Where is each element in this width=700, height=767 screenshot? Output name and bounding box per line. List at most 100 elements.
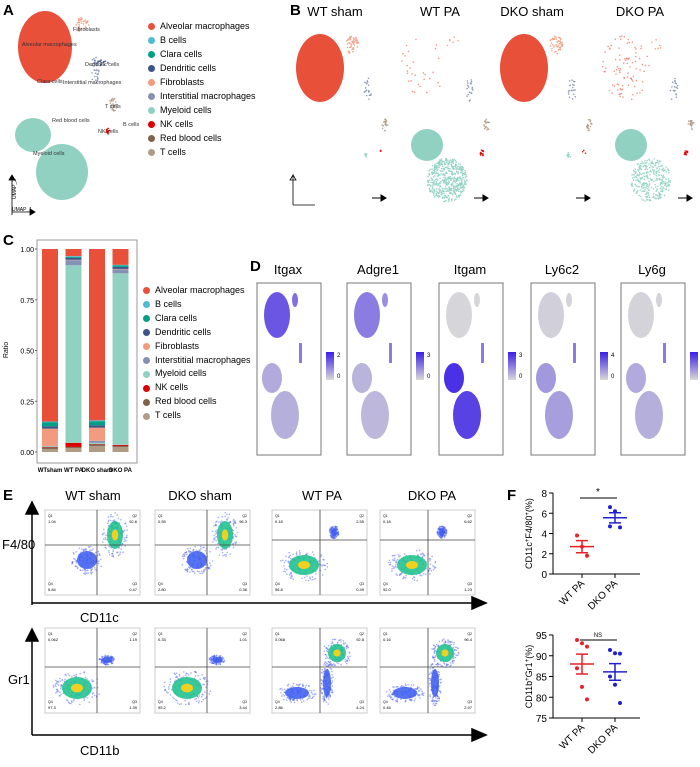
cell-point (346, 42, 349, 45)
alveolar-cluster (538, 292, 564, 338)
cell-point (450, 184, 453, 187)
cell-point (112, 660, 115, 662)
cell-point (636, 173, 639, 176)
cell-point (419, 85, 421, 88)
cell-point (413, 579, 416, 582)
cell-point (450, 179, 452, 181)
cell-point (295, 552, 298, 555)
cell-point (635, 185, 638, 187)
cell-point (114, 104, 117, 106)
cell-point (328, 698, 330, 700)
flow-column-title: WT sham (65, 488, 121, 503)
cell-point (434, 47, 437, 50)
cell-point (196, 700, 198, 702)
cell-point (55, 685, 57, 688)
quadrant-name: Q1 (158, 632, 163, 636)
cell-point (232, 525, 235, 527)
cell-point (430, 700, 433, 702)
cell-point (646, 168, 649, 171)
cell-population (393, 687, 417, 699)
legend-a: Alveolar macrophages B cells Clara cells De… (148, 19, 256, 159)
cell-point (173, 672, 176, 675)
cell-point (455, 170, 458, 173)
cell-point (572, 83, 574, 86)
cell-point (437, 172, 439, 175)
cell-point (453, 192, 455, 194)
cell-point (282, 693, 284, 696)
cell-point (431, 181, 434, 184)
cell-point (633, 85, 636, 88)
cell-point (447, 663, 450, 666)
cell-point (98, 552, 100, 555)
legend-label: Myeloid cells (155, 368, 207, 379)
cell-point (643, 175, 646, 178)
cell-point (429, 695, 432, 698)
cell-point (443, 179, 446, 181)
cell-point (428, 682, 431, 685)
cell-point (406, 64, 409, 67)
cell-point (355, 38, 357, 40)
cell-point (109, 519, 112, 522)
cell-point (432, 656, 435, 659)
cell-point (363, 91, 366, 93)
cell-point (323, 699, 326, 701)
cell-point (657, 195, 659, 197)
y-label-part: + (525, 677, 531, 681)
cell-point (447, 640, 450, 643)
cell-point (452, 41, 454, 43)
cell-point (204, 676, 207, 679)
cell-point (301, 698, 304, 700)
cell-point (181, 555, 184, 558)
cell-point (215, 663, 218, 666)
myeloid-cluster (15, 118, 51, 152)
population-core (111, 529, 119, 541)
cell-point (400, 572, 402, 575)
cell-point (396, 558, 399, 561)
cell-point (649, 173, 651, 176)
bar-segment (89, 249, 105, 421)
cell-point (97, 73, 100, 75)
gene-title: Itgam (453, 262, 487, 277)
cell-point (439, 85, 441, 88)
cell-point (120, 545, 123, 547)
quadrant-name: Q3 (242, 582, 247, 586)
bar-segment (65, 265, 82, 443)
significance-label: * (596, 487, 600, 498)
cell-point (640, 45, 643, 47)
cell-point (307, 579, 310, 582)
cell-point (452, 662, 454, 664)
legend-label: Interstitial macrophages (160, 91, 256, 101)
population-core (298, 561, 310, 569)
cell-point (441, 165, 444, 168)
cell-point (553, 44, 555, 47)
cell-point (443, 181, 446, 184)
cell-point (486, 127, 489, 129)
cell-point (186, 672, 188, 675)
cell-point (202, 698, 205, 701)
bar-segment (112, 445, 129, 447)
cell-point (553, 51, 556, 53)
cell-point (605, 67, 607, 69)
cell-point (94, 79, 97, 81)
cell-point (423, 555, 426, 557)
cell-point (656, 159, 659, 162)
y-label-part: (%) (524, 645, 534, 659)
y-label-part: CD11b (524, 681, 534, 708)
cell-point (85, 22, 87, 24)
cell-point (587, 127, 590, 130)
cell-point (280, 695, 283, 698)
cell-point (305, 684, 307, 687)
quadrant-value: 2.97 (464, 705, 473, 710)
quadrant-name: Q2 (242, 632, 247, 636)
umap-axis-arrows (289, 173, 315, 206)
bar-segment (42, 428, 58, 446)
mean-sem-bar (603, 662, 627, 681)
cell-point (667, 171, 670, 174)
cell-point (289, 698, 291, 701)
cell-point (455, 188, 458, 191)
cell-point (619, 93, 621, 96)
quadrant-name: Q1 (158, 514, 163, 518)
cell-point (209, 690, 212, 692)
panel-label-e: E (3, 487, 14, 504)
